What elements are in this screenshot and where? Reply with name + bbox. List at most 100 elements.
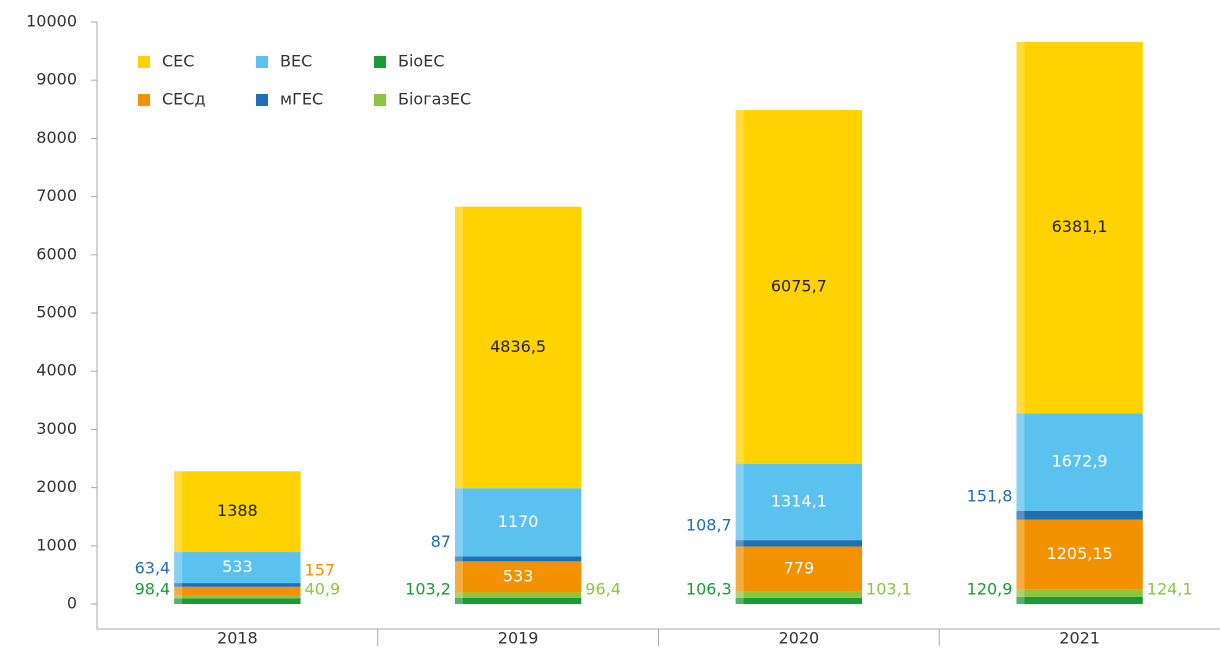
bar-highlight (1016, 596, 1025, 604)
bar-highlight (174, 471, 183, 553)
data-label: 1205,15 (1047, 544, 1113, 563)
bar-segment (735, 597, 863, 604)
bar-highlight (454, 592, 463, 598)
legend-label: БіогазЕС (398, 90, 471, 109)
bar-highlight (735, 591, 744, 598)
bar-segment (1016, 519, 1143, 590)
y-tick-label: 9000 (36, 70, 77, 89)
data-label: 151,8 (967, 486, 1013, 505)
y-tick-label: 7000 (36, 186, 77, 205)
bar-highlight (174, 552, 183, 584)
bar-highlight (735, 546, 744, 592)
data-label: 98,4 (135, 580, 171, 599)
bar-segment (454, 556, 582, 562)
data-label: 87 (431, 532, 451, 551)
bar-segment (174, 471, 301, 553)
y-tick-label: 3000 (36, 419, 77, 438)
legend-swatch (374, 56, 386, 68)
bar-segment (454, 592, 582, 598)
legend-swatch (138, 94, 150, 106)
bar-highlight (1016, 589, 1025, 597)
bar-segment (1016, 42, 1143, 414)
bar-highlight (1016, 510, 1025, 520)
bar-highlight (454, 488, 463, 557)
bar-highlight (1016, 519, 1025, 590)
legend-swatch (374, 94, 386, 106)
data-label: 6075,7 (771, 276, 827, 295)
data-label: 106,3 (686, 580, 732, 599)
bar-highlight (735, 540, 744, 547)
data-label: 533 (503, 566, 534, 585)
bar-segment (735, 546, 863, 592)
bar-segment (735, 110, 863, 464)
data-label: 108,7 (686, 516, 732, 535)
bar-segment (454, 561, 582, 593)
bar-segment (174, 598, 301, 604)
data-label: 6381,1 (1052, 217, 1108, 236)
data-label: 779 (784, 559, 815, 578)
x-tick-label: 2021 (1059, 629, 1100, 647)
bar-segment (174, 595, 301, 599)
bar-segment (735, 540, 863, 547)
y-tick-label: 4000 (36, 361, 77, 380)
bar-segment (454, 488, 582, 557)
legend-swatch (138, 56, 150, 68)
bar-highlight (174, 586, 183, 596)
bar-segment (454, 206, 582, 489)
y-tick-label: 5000 (36, 303, 77, 322)
y-tick-label: 2000 (36, 477, 77, 496)
bar-segment (735, 591, 863, 598)
bar-segment (454, 597, 582, 604)
legend-label: СЕСд (162, 90, 206, 109)
y-tick-label: 1000 (36, 535, 77, 554)
bar-highlight (454, 206, 463, 489)
data-label: 63,4 (135, 559, 171, 578)
legend-label: ВЕС (280, 52, 312, 71)
bar-segment (1016, 596, 1143, 604)
data-label: 1388 (217, 501, 258, 520)
bar-highlight (454, 556, 463, 562)
legend-swatch (256, 56, 268, 68)
data-label: 4836,5 (490, 337, 546, 356)
data-label: 1672,9 (1052, 452, 1108, 471)
legend-swatch (256, 94, 268, 106)
bar-highlight (1016, 42, 1025, 414)
x-tick-label: 2019 (498, 629, 539, 647)
data-label: 103,1 (866, 580, 912, 599)
x-tick-label: 2018 (217, 629, 258, 647)
bar-highlight (174, 598, 183, 604)
bar-highlight (454, 561, 463, 593)
bar-highlight (454, 597, 463, 604)
legend-label: мГЕС (280, 90, 323, 109)
bar-highlight (735, 110, 744, 464)
bar-highlight (1016, 413, 1025, 511)
bar-highlight (174, 595, 183, 599)
y-tick-label: 6000 (36, 244, 77, 263)
data-label: 124,1 (1147, 580, 1193, 599)
bar-highlight (174, 583, 183, 587)
bar-highlight (735, 463, 744, 541)
data-label: 157 (305, 560, 336, 579)
legend-label: БіоЕС (398, 52, 445, 71)
data-label: 120,9 (967, 580, 1013, 599)
data-label: 1314,1 (771, 491, 827, 510)
bar-segment (1016, 413, 1143, 511)
y-tick-label: 10000 (26, 12, 77, 31)
bar-segment (735, 463, 863, 541)
bar-highlight (735, 597, 744, 604)
data-label: 96,4 (585, 580, 621, 599)
y-tick-label: 0 (67, 594, 77, 613)
bar-segment (174, 552, 301, 584)
data-label: 533 (222, 557, 253, 576)
legend-label: СЕС (162, 52, 194, 71)
bar-segment (1016, 589, 1143, 597)
data-label: 40,9 (305, 580, 341, 599)
x-tick-label: 2020 (779, 629, 820, 647)
bar-segment (1016, 510, 1143, 520)
data-label: 1170 (498, 512, 539, 531)
y-tick-label: 8000 (36, 128, 77, 147)
data-label: 103,2 (405, 580, 451, 599)
bar-segment (174, 583, 301, 587)
bar-segment (174, 586, 301, 596)
